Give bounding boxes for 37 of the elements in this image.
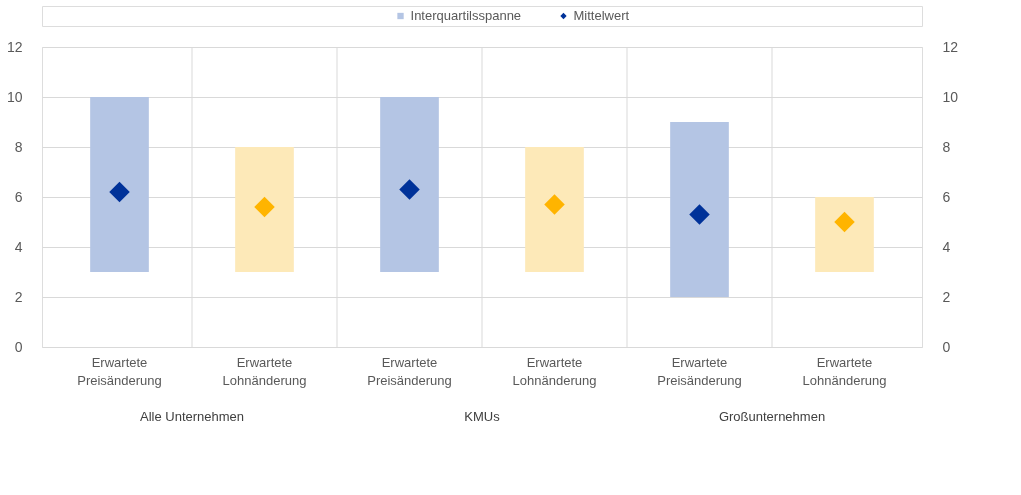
y-tick-label: 10	[6, 88, 23, 105]
x-tick-label: Erwartete Lohnänderung	[512, 355, 597, 388]
x-tick-label: Erwartete Preisänderung	[367, 355, 452, 388]
bar	[380, 97, 439, 272]
bar	[815, 197, 874, 272]
y2-tick-label: 8	[942, 138, 951, 155]
point	[544, 194, 565, 215]
text: KMUs	[464, 409, 501, 424]
y-tick-label: 4	[14, 238, 23, 255]
x-tick-label: Erwartete Lohnänderung	[222, 355, 307, 388]
y-tick-label: 2	[14, 288, 23, 305]
bar	[670, 122, 729, 297]
y-tick-label: 8	[14, 138, 23, 155]
point	[834, 211, 855, 233]
y-tick-label: 0	[14, 338, 23, 355]
x-tick-label: Erwartete Preisänderung	[77, 355, 162, 388]
legend-label: Mittelwert	[573, 8, 630, 23]
point	[254, 196, 275, 218]
y-tick-label: 6	[14, 188, 23, 205]
bar	[90, 97, 149, 272]
y2-tick-label: 2	[942, 288, 951, 305]
y2-tick-label: 0	[942, 338, 951, 355]
text: Großunternehmen	[718, 409, 826, 424]
y-tick-label: 12	[6, 38, 23, 55]
point	[689, 204, 710, 225]
bar	[525, 147, 584, 272]
y2-tick-label: 4	[942, 238, 951, 255]
point	[399, 179, 420, 200]
y2-tick-label: 10	[942, 88, 959, 105]
point	[109, 181, 130, 203]
x-tick-label: Erwartete Preisänderung	[657, 355, 742, 388]
y2-tick-label: 12	[942, 38, 959, 55]
x-tick-label: Erwartete Lohnänderung	[802, 355, 887, 388]
legend-label: Interquartilsspanne	[410, 8, 522, 23]
y2-tick-label: 6	[942, 188, 951, 205]
text: Alle Unternehmen	[139, 409, 245, 424]
bar	[235, 147, 294, 272]
